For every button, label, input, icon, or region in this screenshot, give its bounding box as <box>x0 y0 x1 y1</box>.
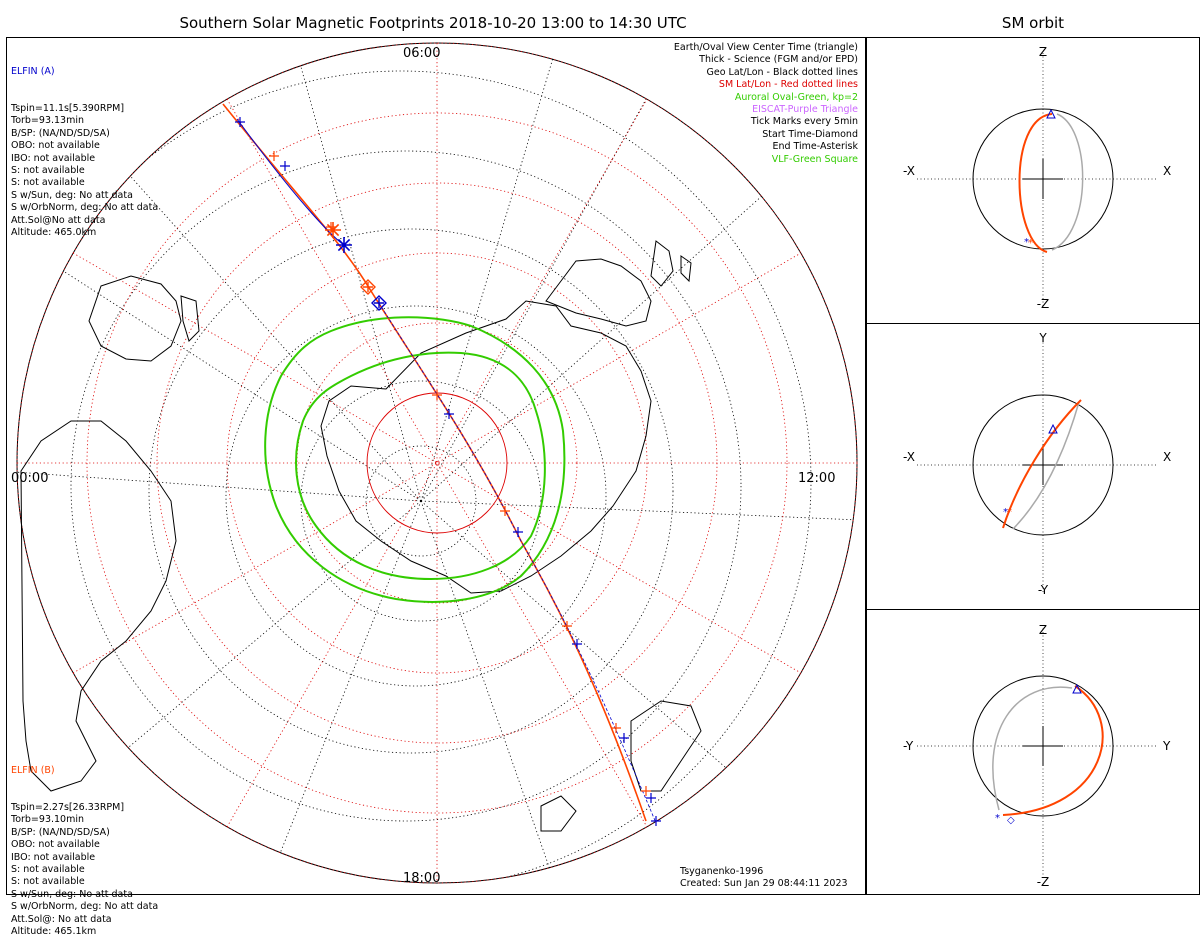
geo-grid <box>17 43 857 883</box>
elfin-b-info-line: S w/OrbNorm, deg: No att data <box>11 901 159 913</box>
elfin-a-info-line: Tspin=11.1s[5.390RPM] <box>11 103 125 115</box>
continent-outlines <box>20 240 702 832</box>
elfin-a-tick <box>280 161 290 171</box>
legend-entry: Earth/Oval View Center Time (triangle) <box>673 42 858 53</box>
legend-entry: Tick Marks every 5min <box>750 116 858 128</box>
elfin-a-end-asterisk <box>336 237 352 253</box>
orbit-xy-plot: * * Y -Y -X X <box>903 331 1171 597</box>
elfin-a-tick <box>651 816 661 826</box>
elfin-a-tick <box>513 527 523 537</box>
elfin-b-info-line: OBO: not available <box>11 839 100 851</box>
elfin-a-info-line: S: not available <box>11 177 85 189</box>
xy-label-left: -X <box>903 450 915 464</box>
elfin-b-info-line: Tspin=2.27s[26.33RPM] <box>11 802 125 814</box>
legend-entry: SM Lat/Lon - Red dotted lines <box>718 79 858 91</box>
legend-entry: Geo Lat/Lon - Black dotted lines <box>706 66 858 78</box>
xy-label-right: X <box>1163 450 1171 464</box>
elfin-a-info-line: OBO: not available <box>11 140 100 152</box>
created-label: Created: Sun Jan 29 08:44:11 2023 <box>680 878 848 889</box>
legend-entry: Thick - Science (FGM and/or EPD) <box>699 54 858 66</box>
elfin-a-track-science <box>378 302 657 824</box>
xy-label-bottom: -Y <box>1038 583 1049 597</box>
xy-label-top: Y <box>1038 331 1047 345</box>
elfin-b-tick <box>500 506 510 516</box>
time-label-top: 06:00 <box>403 46 441 61</box>
elfin-a-info-line: Torb=93.13min <box>11 115 85 127</box>
legend-entry: Auroral Oval-Green, kp=2 <box>734 91 858 103</box>
elfin-a-info-line: Att.Sol@No att data <box>11 214 106 226</box>
elfin-b-end-asterisk <box>325 222 341 238</box>
svg-text:*: * <box>995 813 1000 824</box>
legend-entry: EISCAT-Purple Triangle <box>752 104 858 116</box>
svg-text:*: * <box>1024 237 1029 248</box>
plot-title: Southern Solar Magnetic Footprints 2018-… <box>179 14 687 32</box>
legend-entry: Start Time-Diamond <box>762 128 858 140</box>
xz-label-top: Z <box>1039 45 1047 59</box>
time-label-right: 12:00 <box>798 471 836 486</box>
elfin-b-tick <box>562 621 572 631</box>
yz-label-top: Z <box>1039 623 1047 637</box>
elfin-a-info-line: S w/OrbNorm, deg: No att data <box>11 202 159 214</box>
elfin-a-name: ELFIN (A) <box>11 65 55 77</box>
elfin-a-info: ELFIN (A) Tspin=11.1s[5.390RPM] Torb=93.1… <box>11 41 158 252</box>
elfin-b-name: ELFIN (B) <box>11 764 55 776</box>
elfin-b-track <box>222 103 647 822</box>
svg-text:*: * <box>1028 238 1033 249</box>
elfin-b-info-line: B/SP: (NA/ND/SD/SA) <box>11 826 110 838</box>
xz-label-bottom: -Z <box>1037 297 1050 311</box>
yz-label-right: Y <box>1162 739 1171 753</box>
elfin-a-tick <box>572 639 582 649</box>
elfin-a-tick <box>619 733 629 743</box>
elfin-b-start-diamond <box>360 279 376 295</box>
sm-grid <box>16 42 858 884</box>
elfin-a-info-line: S w/Sun, deg: No att data <box>11 189 133 201</box>
elfin-b-info-line: IBO: not available <box>11 851 96 863</box>
xz-label-left: -X <box>903 164 915 178</box>
elfin-b-info-line: S: not available <box>11 864 85 876</box>
orbit-panel-xy: * * Y -Y -X X <box>866 323 1200 610</box>
time-label-left: 00:00 <box>11 471 49 486</box>
legend: Earth/Oval View Center Time (triangle) Th… <box>674 42 858 166</box>
elfin-b-info-line: S: not available <box>11 876 85 888</box>
elfin-a-info-line: Altitude: 465.0km <box>11 227 97 239</box>
orbit-yz-plot: * ◇ Z -Z -Y Y <box>903 623 1171 889</box>
orbit-xz-plot: * * Z -Z -X X <box>903 45 1171 311</box>
elfin-a-info-line: IBO: not available <box>11 152 96 164</box>
orbit-panel-xz: * * Z -Z -X X <box>866 37 1200 324</box>
elfin-a-tick <box>646 793 656 803</box>
elfin-b-tick <box>641 786 651 796</box>
auroral-oval <box>264 316 566 603</box>
footprint-map <box>16 42 858 884</box>
orbit-panel-yz: * ◇ Z -Z -Y Y <box>866 609 1200 895</box>
elfin-a-tick <box>235 117 245 127</box>
elfin-a-start-diamond <box>371 295 387 311</box>
elfin-b-tick <box>611 723 621 733</box>
elfin-b-info-line: Altitude: 465.1km <box>11 926 97 938</box>
legend-entry: End Time-Asterisk <box>772 141 858 153</box>
xz-label-right: X <box>1163 164 1171 178</box>
elfin-b-info-line: S w/Sun, deg: No att data <box>11 888 133 900</box>
elfin-b-tick <box>269 151 279 161</box>
model-label: Tsyganenko-1996 <box>680 866 764 877</box>
elfin-b-info-line: Att.Sol@: No att data <box>11 913 112 925</box>
yz-label-bottom: -Z <box>1037 875 1050 889</box>
yz-label-left: -Y <box>903 739 914 753</box>
elfin-a-info-line: B/SP: (NA/ND/SD/SA) <box>11 127 110 139</box>
svg-text:◇: ◇ <box>1007 815 1015 826</box>
svg-text:*: * <box>1007 507 1012 518</box>
elfin-a-tick <box>444 409 454 419</box>
orbit-panel-title: SM orbit <box>1001 14 1065 32</box>
elfin-b-tick <box>432 390 442 400</box>
elfin-b-info: ELFIN (B) Tspin=2.27s[26.33RPM] Torb=93.1… <box>11 740 158 951</box>
svg-text:*: * <box>1003 507 1008 518</box>
time-label-bottom: 18:00 <box>403 871 441 886</box>
footprint-map-frame: 06:00 00:00 12:00 18:00 <box>6 37 866 895</box>
legend-entry: VLF-Green Square <box>771 153 858 165</box>
elfin-a-info-line: S: not available <box>11 165 85 177</box>
elfin-b-info-line: Torb=93.10min <box>11 814 85 826</box>
